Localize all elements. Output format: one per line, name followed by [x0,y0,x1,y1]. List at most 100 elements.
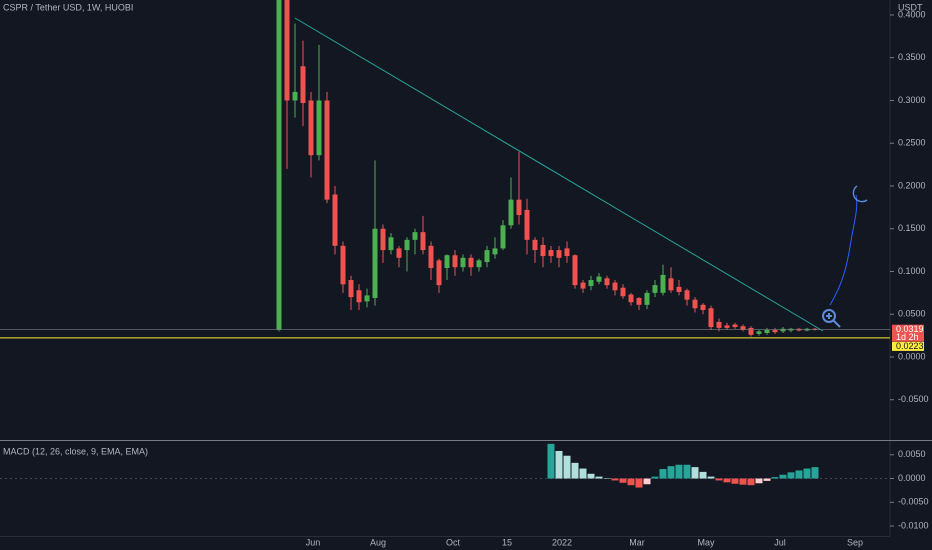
candle-body [452,255,458,268]
candle-body [372,228,378,298]
candle-body [508,199,514,226]
candle-body [284,0,290,101]
candle-body [700,304,706,310]
candle-body [436,260,442,286]
macd-bar [563,455,571,479]
candle-body [292,91,298,101]
candle-body [380,228,386,251]
candle-body [412,232,418,240]
candle-body [612,282,618,291]
macd-bar [555,450,563,479]
candle-body [652,285,658,293]
candle-body [676,286,682,292]
macd-bar [595,476,603,479]
y-tick-label: 0.4000 [898,9,926,19]
x-tick-label: Oct [446,537,461,547]
y-tick-label: 0.0050 [898,449,926,459]
macd-bar [651,476,659,479]
macd-bar [739,478,747,485]
chart-title: CSPR / Tether USD, 1W, HUOBI [3,2,133,12]
macd-bar [723,478,731,483]
candle-body [516,199,522,216]
y-tick-label: 0.1500 [898,223,926,233]
y-tick-label: 0.0500 [898,309,926,319]
macd-bar [787,472,795,479]
macd-bar [715,478,723,481]
candle-body [484,250,490,263]
y-tick-label: 0.3500 [898,52,926,62]
candle-body [348,280,354,298]
macd-bar [659,469,667,479]
candle-body [364,295,370,302]
drawn-curve [829,194,858,306]
macd-bar [643,478,651,485]
x-tick-label: 15 [502,537,512,547]
x-tick-label: Mar [629,537,645,547]
candle-body [332,194,338,246]
y-tick-label: 0.2000 [898,180,926,190]
candle-body [404,239,410,251]
macd-title: MACD (12, 26, close, 9, EMA, EMA) [3,446,148,456]
macd-bar [771,477,779,479]
y-tick-label: -0.0050 [898,497,929,507]
macd-bar [811,467,819,479]
candle-body [620,287,626,297]
candle-body [740,326,746,330]
candle-body [532,239,538,251]
y-tick-label: -0.0100 [898,520,929,530]
x-tick-label: 2022 [552,537,572,547]
x-tick-label: Sep [847,537,863,547]
hline-price-label: 0.0223 [896,341,924,351]
candle-body [588,280,594,287]
candle-body [324,100,330,200]
candle-body [644,292,650,305]
macd-bar [755,478,763,484]
macd-bar [691,467,699,479]
candle-body [396,248,402,258]
x-tick-label: Jun [306,537,321,547]
macd-bar [635,478,643,488]
candle-body [732,324,738,328]
candle-body [500,225,506,249]
macd-bar [803,468,811,479]
candle-body [724,325,730,328]
candle-body [476,260,482,268]
last-price-label: 0.0319 [896,324,924,334]
x-tick-label: May [697,537,715,547]
candle-body [564,248,570,257]
candle-body [540,244,546,257]
y-tick-label: 0.0000 [898,473,926,483]
zoom-icon[interactable] [822,309,841,328]
macd-bar [667,466,675,479]
candle-body [420,232,426,251]
macd-bar [627,478,635,486]
macd-bar [579,468,587,479]
macd-bar [611,478,619,481]
macd-bar [763,478,771,481]
candle-body [668,278,674,291]
candle-body [764,329,770,334]
candle-body [772,329,778,333]
candle-body [684,290,690,300]
candle-body [708,308,714,328]
trend-line [294,17,824,332]
candle-body [388,237,394,251]
candle-body [460,257,466,268]
moon-icon [852,185,868,203]
candle-body [628,294,634,303]
y-tick-label: 0.0000 [898,351,926,361]
y-tick-label: -0.0500 [898,394,929,404]
candle-body [596,276,602,282]
y-tick-label: 0.1000 [898,266,926,276]
macd-bar [731,478,739,484]
macd-bar [795,470,803,479]
candle-body [300,66,306,104]
candle-body [276,0,282,330]
candle-body [572,255,578,286]
candle-body [428,245,434,269]
hline-price-box [892,341,924,351]
candle-body [756,331,762,334]
macd-bar [571,462,579,479]
candle-body [356,290,362,303]
